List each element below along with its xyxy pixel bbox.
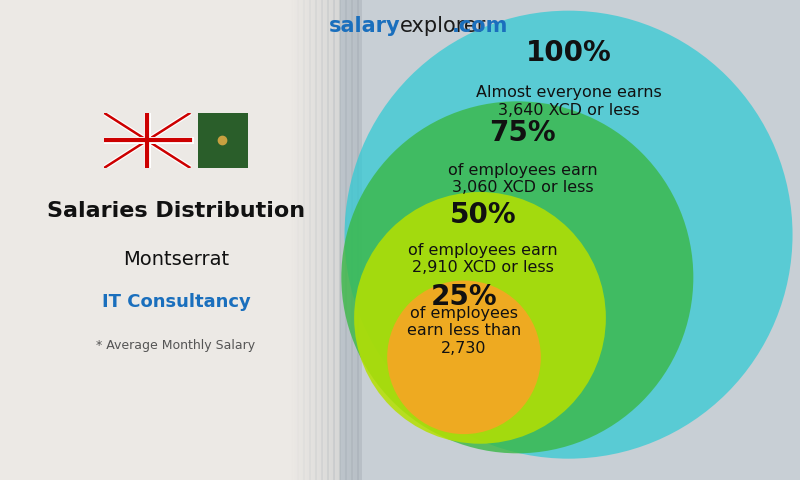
Bar — [320, 0, 322, 480]
Text: 25%: 25% — [430, 283, 498, 311]
Bar — [343, 0, 344, 480]
Bar — [334, 0, 336, 480]
Circle shape — [387, 280, 541, 434]
Bar — [321, 0, 322, 480]
Bar — [294, 0, 296, 480]
Bar — [323, 0, 325, 480]
Bar — [318, 0, 319, 480]
Bar — [301, 0, 302, 480]
Bar — [300, 0, 301, 480]
Text: IT Consultancy: IT Consultancy — [102, 293, 250, 312]
Bar — [338, 0, 339, 480]
Bar — [0, 0, 340, 480]
Text: of employees
earn less than
2,730: of employees earn less than 2,730 — [407, 306, 521, 356]
Text: * Average Monthly Salary: * Average Monthly Salary — [97, 339, 255, 352]
Bar — [322, 0, 324, 480]
Bar — [330, 0, 331, 480]
Bar — [316, 0, 318, 480]
Text: Montserrat: Montserrat — [123, 250, 229, 269]
Bar — [303, 0, 305, 480]
Bar — [328, 0, 330, 480]
Text: salary: salary — [328, 16, 400, 36]
Bar — [296, 0, 298, 480]
Bar — [313, 0, 314, 480]
Bar — [337, 0, 338, 480]
Bar — [326, 0, 327, 480]
Text: of employees earn
3,060 XCD or less: of employees earn 3,060 XCD or less — [448, 163, 598, 195]
Bar — [350, 0, 351, 480]
Bar — [355, 0, 356, 480]
Bar — [331, 0, 332, 480]
Bar — [315, 0, 317, 480]
Bar — [358, 0, 360, 480]
Bar — [307, 0, 308, 480]
Bar — [344, 0, 346, 480]
Bar — [314, 0, 315, 480]
Bar — [325, 0, 326, 480]
Bar — [351, 0, 353, 480]
Bar — [304, 0, 306, 480]
Bar — [356, 0, 358, 480]
Text: 100%: 100% — [526, 39, 611, 67]
Bar — [333, 0, 334, 480]
Bar — [290, 0, 291, 480]
Text: of employees earn
2,910 XCD or less: of employees earn 2,910 XCD or less — [408, 243, 558, 276]
Bar — [357, 0, 358, 480]
Bar — [318, 0, 320, 480]
Bar — [312, 0, 313, 480]
Circle shape — [342, 101, 694, 453]
Bar — [360, 0, 361, 480]
Bar — [354, 0, 355, 480]
Bar — [198, 113, 248, 168]
Text: Salaries Distribution: Salaries Distribution — [47, 201, 305, 221]
Text: Almost everyone earns
3,640 XCD or less: Almost everyone earns 3,640 XCD or less — [476, 85, 662, 118]
Bar — [352, 0, 354, 480]
Text: explorer: explorer — [400, 16, 486, 36]
Bar — [291, 0, 293, 480]
Bar — [349, 0, 350, 480]
Bar — [342, 0, 343, 480]
Bar — [348, 0, 349, 480]
Text: 75%: 75% — [490, 120, 556, 147]
Bar — [327, 0, 329, 480]
Bar — [332, 0, 334, 480]
Bar — [306, 0, 307, 480]
Bar — [309, 0, 310, 480]
Circle shape — [345, 11, 793, 459]
Text: .com: .com — [452, 16, 508, 36]
Bar — [302, 0, 303, 480]
Bar — [346, 0, 348, 480]
Circle shape — [354, 192, 606, 444]
Bar — [340, 0, 800, 480]
Bar — [336, 0, 337, 480]
Bar — [339, 0, 341, 480]
Bar — [308, 0, 310, 480]
Bar — [294, 0, 295, 480]
Bar — [361, 0, 362, 480]
Bar — [310, 0, 312, 480]
Bar — [341, 0, 342, 480]
Text: 50%: 50% — [450, 202, 517, 229]
Bar — [298, 0, 300, 480]
Bar — [293, 0, 294, 480]
